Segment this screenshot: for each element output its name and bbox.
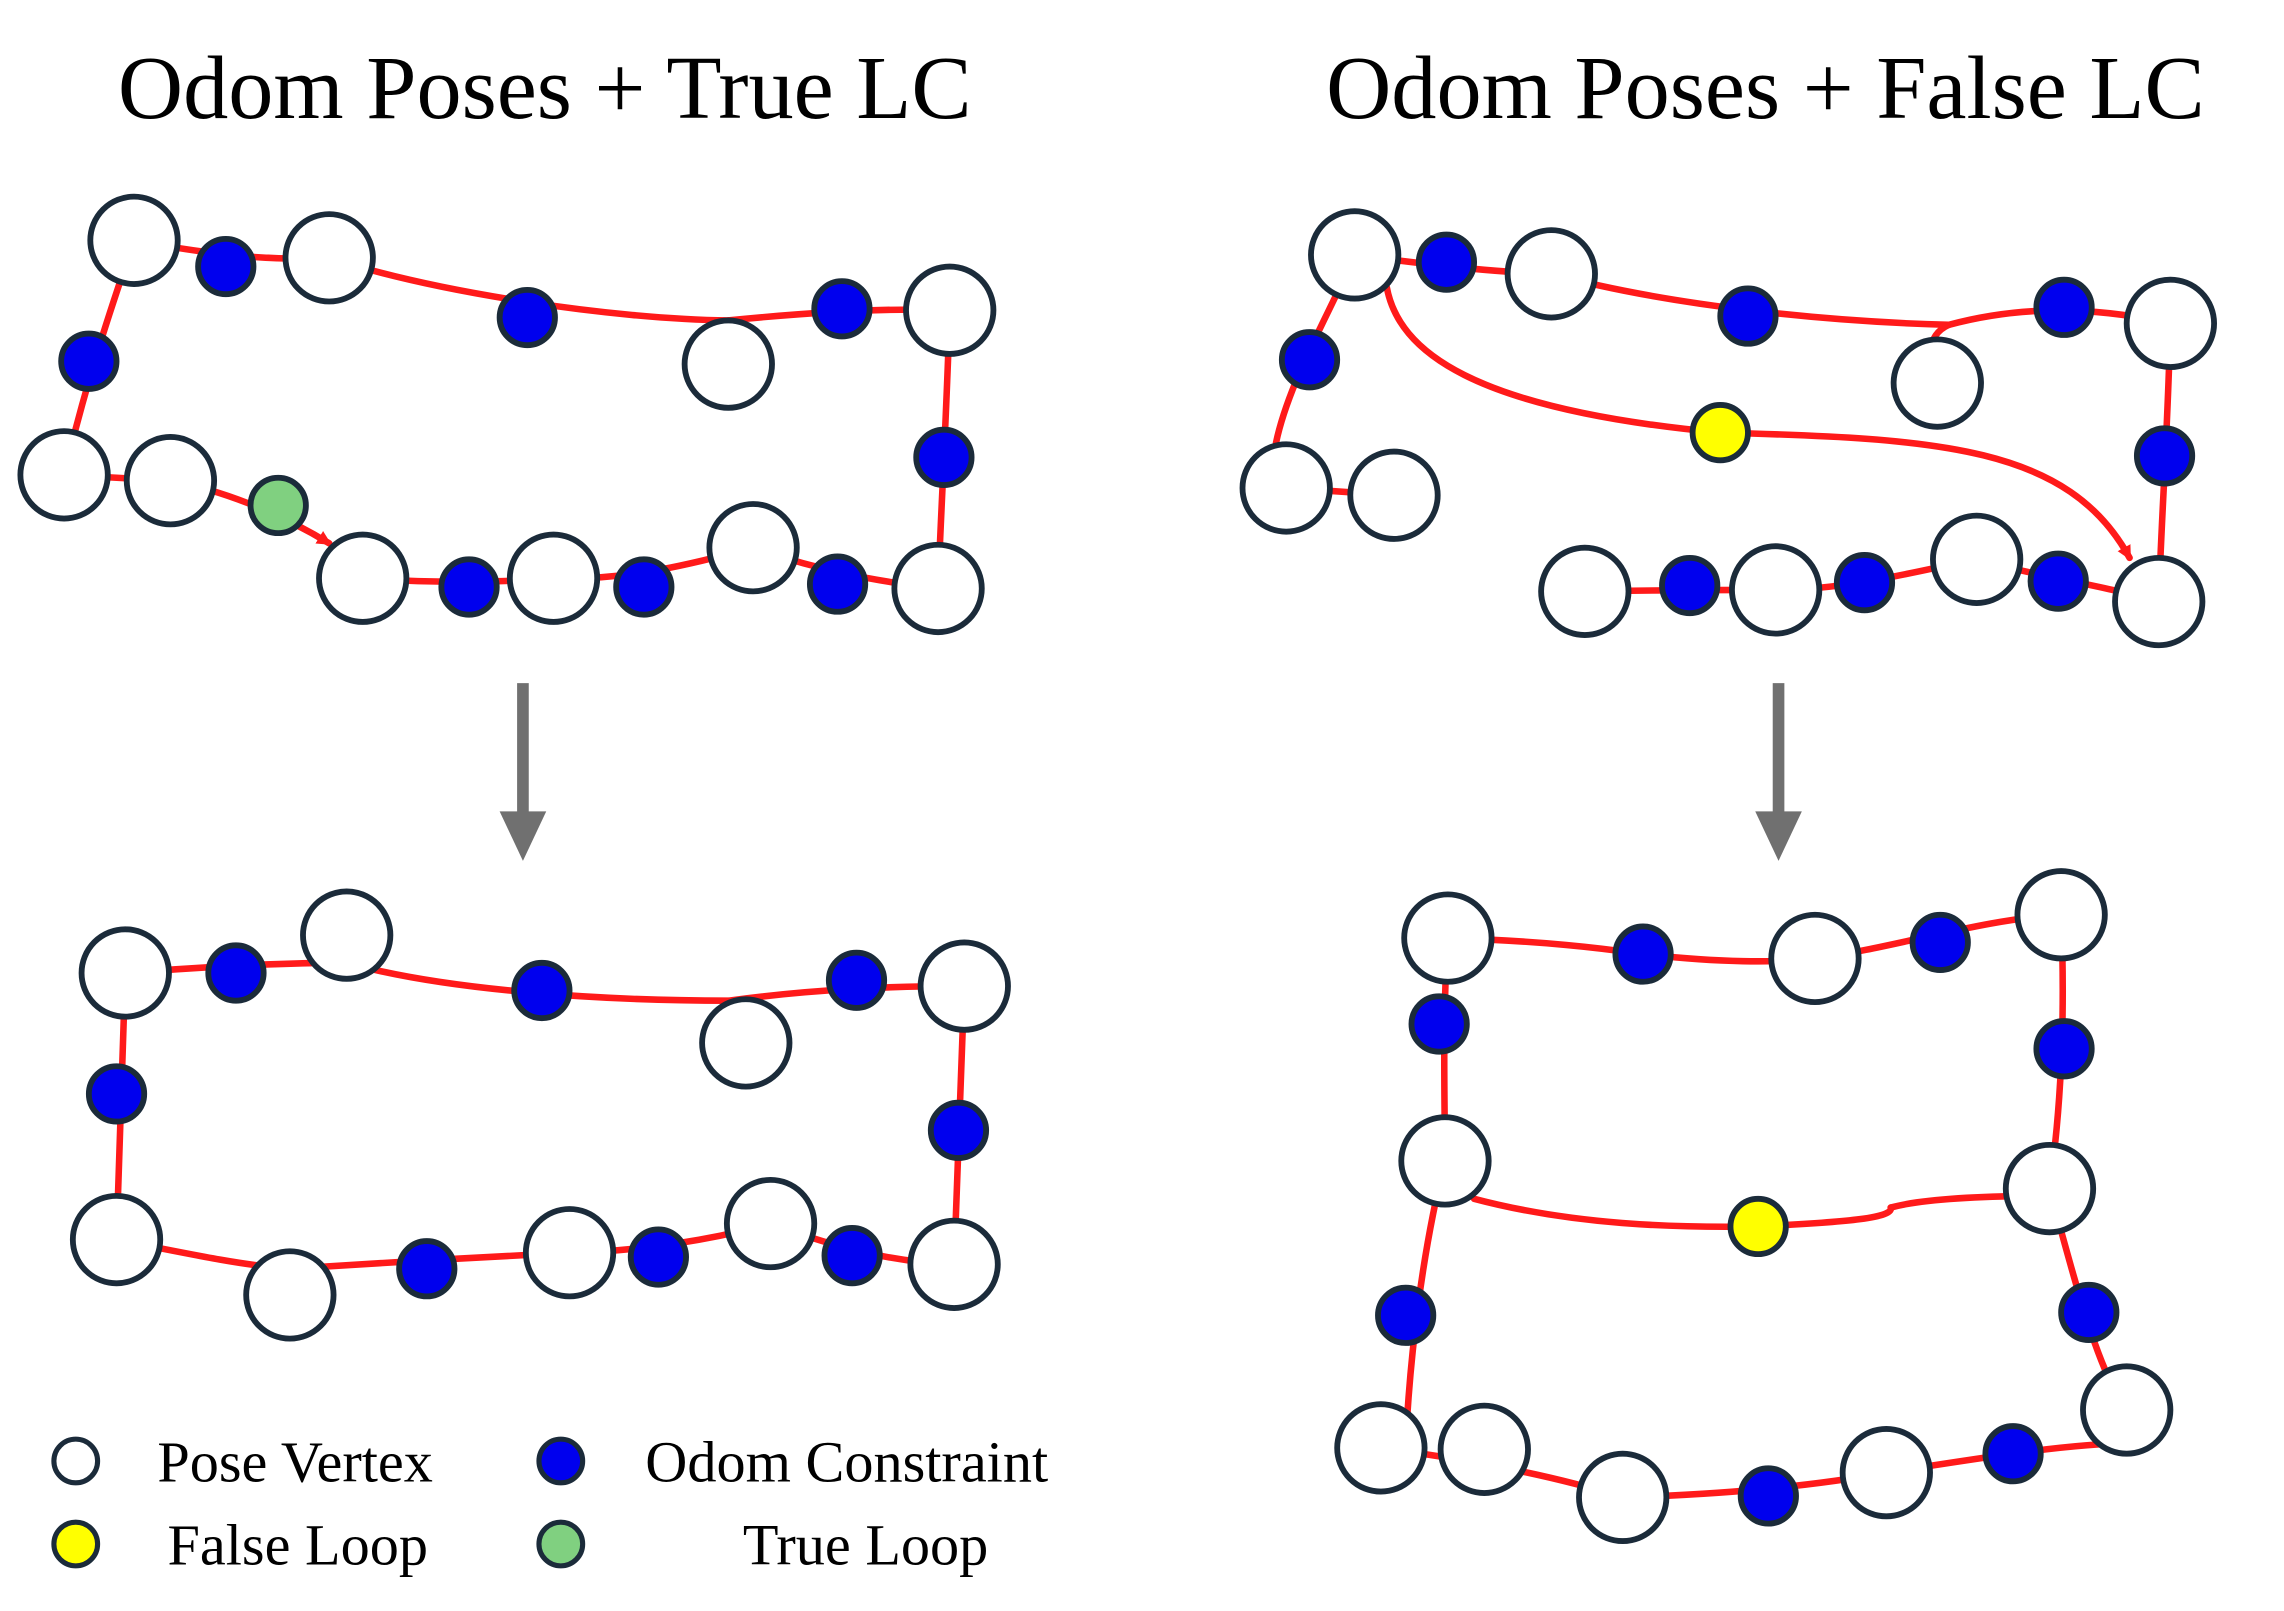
odom-constraint [2033,276,2095,338]
odom-constraint [821,1225,883,1287]
odom-constraint [613,556,675,618]
true-loop-legend-icon [536,1519,586,1569]
pose-vertex [506,531,601,625]
pose-vertex [2123,276,2217,370]
loop-closure-edge [1717,429,2133,562]
title-true-lc: Odom Poses + True LC [118,38,972,138]
pose-vertex [282,211,376,305]
pose-vertex [300,888,394,982]
odometry-edge [1383,283,1724,436]
odom-constraint [927,1099,990,1161]
odom-constraint [1408,993,1470,1055]
false-loop-legend-icon [51,1519,101,1569]
odom-constraint [2058,1281,2120,1343]
odom-constraint [1833,552,1896,614]
pose-vertex [2014,868,2108,962]
down-arrow-icon [499,683,547,861]
odom-constraint [913,426,975,488]
odom-constraint-legend-icon [536,1436,586,1486]
odom-constraint [85,1063,148,1125]
odom-constraint [1982,1423,2044,1485]
odom-constraint [1375,1284,1437,1346]
odom-constraint [806,553,869,615]
pose-vertex [17,428,111,522]
panel-false-lc-before [1239,208,2217,649]
pose-vertex [1768,911,1862,1006]
panel-true-lc-before [17,193,997,636]
odom-constraint [1278,329,1341,391]
odom-constraint [1909,911,1971,974]
pose-vertex [87,193,181,287]
panel-false-lc-after [1334,868,2174,1545]
pose-vertex [1729,543,1823,637]
pose-vertex [243,1248,337,1342]
pose-vertex [681,317,775,411]
title-false-lc: Odom Poses + False LC [1326,38,2205,138]
pose-vertex [1504,227,1598,321]
odom-constraint [1659,554,1721,617]
pose-vertex [1930,512,2024,606]
pose-vertex [316,531,410,625]
odom-constraint [2133,425,2196,487]
pose-vertex [706,501,800,595]
odom-constraint [1612,923,1674,985]
pose-vertex [1239,441,1333,535]
pose-vertex [1401,891,1495,985]
odom-constraint [1717,285,1779,347]
odom-constraint [195,235,257,298]
pose-vertex [723,1176,818,1271]
pose-vertex [1839,1426,1933,1520]
pose-vertex [1890,336,1984,430]
odom-constraint [1737,1465,1799,1527]
pose-vertex [522,1206,617,1300]
pose-vertex [1347,448,1441,542]
pose-vertex [123,434,218,528]
pose-vertex-legend-icon [51,1436,101,1486]
false-loop-node [1727,1195,1789,1258]
odom-constraint [811,278,873,340]
legend-label-pose-vertex: Pose Vertex [157,1429,433,1494]
pose-vertex [903,263,997,357]
pose-vertex [2080,1363,2174,1457]
pose-vertex [1538,544,1632,638]
legend: Pose Vertex Odom Constraint False Loop T… [51,1429,1048,1577]
false-loop-node [1689,402,1751,464]
pose-vertex [1398,1114,1492,1208]
pose-vertex [1308,208,1402,302]
pose-vertex [1334,1401,1428,1495]
odom-constraint [438,556,500,618]
odom-constraint [205,942,267,1004]
odometry-edge [1470,1195,1762,1231]
odom-constraint [627,1226,689,1288]
odom-constraint [396,1238,458,1300]
odom-constraint [511,959,573,1022]
odom-constraint [496,286,558,349]
odom-constraint [2033,1018,2095,1080]
pose-vertex [891,541,985,636]
legend-label-odom-constraint: Odom Constraint [645,1429,1048,1494]
legend-label-true-loop: True Loop [743,1512,988,1577]
pose-vertex [78,926,172,1020]
odom-constraint [1415,231,1478,293]
pose-vertex [1437,1402,1531,1496]
odom-constraint [825,949,888,1011]
pose-vertex [699,996,793,1090]
true-loop-node [247,474,309,537]
odom-constraint [58,330,120,392]
pose-vertex [1576,1450,1670,1545]
legend-label-false-loop: False Loop [168,1512,428,1577]
panel-true-lc-after [69,888,1011,1342]
pose-vertex [69,1192,164,1287]
pose-vertex [907,1217,1001,1311]
pose-vertex [2002,1141,2097,1236]
pose-vertex [917,939,1011,1033]
down-arrow-icon [1755,683,1802,861]
odom-constraint [2027,550,2089,612]
pose-vertex [2112,554,2206,649]
